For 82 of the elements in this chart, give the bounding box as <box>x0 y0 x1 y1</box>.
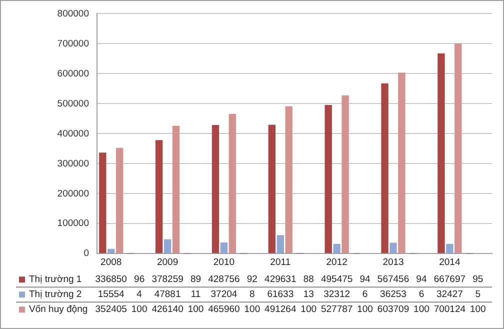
legend-label: Thị trường 2 <box>29 289 82 300</box>
data-label: 667697 <box>434 274 466 286</box>
data-label: 37204 <box>210 289 238 300</box>
bar <box>164 239 172 254</box>
y-tick-label: 400000 <box>57 128 89 140</box>
data-label: 92 <box>246 274 258 286</box>
bar <box>99 152 106 254</box>
data-label: 567456 <box>377 274 410 286</box>
data-label: 5 <box>475 289 481 300</box>
data-label: 94 <box>416 274 427 286</box>
y-tick-label: 600000 <box>57 68 89 80</box>
data-label: 378259 <box>152 274 184 286</box>
data-label: 36253 <box>380 289 406 300</box>
x-tick-label: 2010 <box>213 256 235 268</box>
x-tick-label: 2014 <box>439 256 460 268</box>
bar <box>268 124 276 254</box>
data-label: 32312 <box>324 289 350 300</box>
y-tick-label: 100000 <box>57 218 89 230</box>
data-label: 100 <box>131 304 148 316</box>
bar <box>324 105 332 254</box>
data-label: 336850 <box>95 274 127 286</box>
data-label: 11 <box>190 289 201 300</box>
data-label: 100 <box>470 304 486 316</box>
x-tick-label: 2008 <box>100 256 122 268</box>
bar <box>172 126 180 254</box>
y-tick-label: 500000 <box>57 98 89 110</box>
data-label: 94 <box>360 274 370 286</box>
bar <box>212 125 220 254</box>
data-label: 426140 <box>152 304 184 316</box>
legend-label: Thị trường 1 <box>29 274 82 286</box>
bar <box>155 140 163 254</box>
bar <box>333 244 340 254</box>
data-label: 100 <box>300 304 317 316</box>
data-label: 100 <box>188 304 204 316</box>
bar <box>116 148 124 254</box>
y-tick-label: 800000 <box>57 8 89 20</box>
data-label: 13 <box>303 289 314 300</box>
bar <box>220 242 228 254</box>
legend-label: Vốn huy động <box>29 304 88 316</box>
data-label: 96 <box>134 274 145 286</box>
x-tick-label: 2013 <box>382 256 404 268</box>
bar <box>342 95 349 254</box>
data-label: 100 <box>357 304 373 316</box>
x-tick-label: 2012 <box>326 256 348 268</box>
data-label: 4 <box>136 289 142 300</box>
data-label: 465960 <box>208 304 240 316</box>
x-tick-label: 2011 <box>270 256 291 268</box>
y-tick-label: 700000 <box>57 38 89 50</box>
bar <box>398 72 406 254</box>
data-label: 61633 <box>267 289 294 300</box>
y-tick-label: 300000 <box>57 158 89 170</box>
bar <box>108 248 115 254</box>
bar <box>454 44 462 254</box>
y-tick-label: 200000 <box>57 188 89 200</box>
data-label: 88 <box>303 274 314 286</box>
data-label: 95 <box>472 274 484 286</box>
data-label: 8 <box>250 289 255 300</box>
bar <box>276 235 284 254</box>
data-label: 100 <box>244 304 260 316</box>
bar <box>381 83 388 254</box>
data-label: 527787 <box>320 304 353 316</box>
data-label: 6 <box>362 289 368 300</box>
data-label: 429631 <box>264 274 296 286</box>
data-label: 352405 <box>95 304 127 316</box>
data-label: 89 <box>190 274 202 286</box>
data-label: 428756 <box>208 274 240 286</box>
bar <box>446 244 454 254</box>
data-label: 603709 <box>377 304 410 316</box>
data-label: 47881 <box>154 289 181 300</box>
y-tick-label: 0 <box>84 248 89 260</box>
bar <box>438 53 445 254</box>
data-label: 6 <box>418 289 424 300</box>
data-label: 491264 <box>264 304 296 316</box>
bar <box>390 242 397 254</box>
data-label: 700124 <box>434 304 466 316</box>
x-tick-label: 2009 <box>156 256 178 268</box>
data-label: 15554 <box>98 289 124 300</box>
data-label: 100 <box>414 304 430 316</box>
bar <box>228 114 236 254</box>
data-label: 495475 <box>320 274 353 286</box>
data-label: 32427 <box>436 289 463 300</box>
bar <box>285 106 292 254</box>
